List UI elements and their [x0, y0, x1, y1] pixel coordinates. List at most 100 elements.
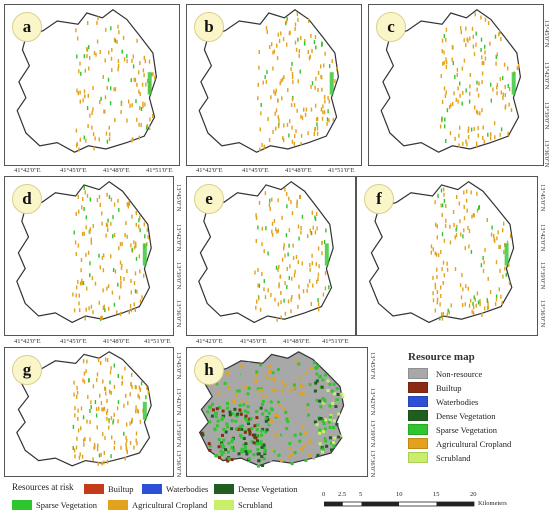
map-pixel — [225, 422, 229, 426]
map-pixel — [151, 72, 153, 77]
map-pixel — [101, 461, 103, 466]
map-pixel — [274, 433, 278, 437]
map-pixel — [76, 390, 79, 395]
map-pixel — [300, 114, 302, 119]
map-pixel — [215, 454, 219, 458]
map-pixel — [218, 406, 222, 409]
map-panel-f: f — [356, 176, 538, 336]
latitude-tick: 13°39'0"N — [369, 420, 376, 448]
map-pixel — [139, 106, 141, 111]
map-pixel — [508, 263, 510, 267]
map-pixel — [140, 123, 142, 128]
map-pixel — [248, 450, 252, 454]
map-pixel — [284, 410, 288, 414]
map-pixel — [259, 406, 263, 410]
map-pixel — [332, 419, 336, 423]
map-pixel — [298, 53, 300, 58]
map-pixel — [113, 363, 115, 368]
map-panel-b: b — [186, 4, 362, 166]
map-pixel — [121, 381, 123, 386]
map-pixel — [107, 227, 109, 232]
map-pixel — [456, 67, 459, 72]
map-pixel — [83, 207, 85, 211]
region-map — [16, 180, 152, 324]
map-pixel — [324, 271, 327, 276]
map-pixel — [437, 193, 439, 198]
map-pixel — [308, 440, 312, 444]
latitude-tick: 13°45'0"N — [543, 20, 550, 48]
map-pixel — [292, 383, 296, 387]
map-pixel — [119, 242, 122, 247]
map-pixel — [277, 400, 281, 404]
map-pixel — [321, 397, 325, 401]
map-pixel — [260, 103, 262, 107]
map-pixel — [317, 246, 320, 251]
map-pixel — [471, 26, 474, 31]
map-pixel — [131, 103, 133, 108]
map-pixel — [316, 122, 318, 127]
map-pixel — [82, 359, 85, 364]
map-pixel — [255, 410, 259, 414]
map-pixel — [237, 367, 241, 371]
map-pixel — [247, 386, 251, 390]
map-pixel — [84, 190, 86, 195]
map-pixel — [453, 91, 455, 96]
map-pixel — [498, 287, 500, 292]
scale-tick: 15 — [433, 491, 440, 498]
map-pixel — [92, 384, 95, 389]
map-pixel — [287, 252, 289, 257]
map-pixel — [254, 270, 256, 275]
legend-label: Agricultural Cropland — [436, 438, 512, 449]
map-pixel — [143, 55, 145, 60]
map-pixel — [248, 376, 252, 380]
map-pixel — [208, 420, 212, 424]
map-pixel — [495, 61, 497, 66]
map-pixel — [293, 141, 296, 146]
map-pixel — [284, 360, 288, 364]
map-pixel — [487, 132, 489, 137]
map-pixel — [296, 448, 300, 451]
map-pixel — [102, 268, 105, 273]
map-pixel — [87, 395, 89, 399]
map-pixel — [86, 106, 89, 110]
legend-label: Waterbodies — [166, 483, 209, 494]
map-pixel — [445, 204, 447, 208]
map-pixel — [499, 30, 501, 35]
map-pixel — [496, 52, 498, 57]
resource-legend-item: Non-resource — [408, 368, 482, 379]
map-pixel — [476, 87, 478, 92]
map-pixel — [208, 444, 212, 448]
map-pixel — [75, 293, 77, 298]
map-pixel — [96, 20, 98, 25]
map-pixel — [264, 409, 268, 412]
map-pixel — [337, 412, 341, 416]
map-pixel — [430, 244, 433, 249]
map-pixel — [481, 108, 483, 113]
map-pixel — [434, 285, 437, 290]
map-pixel — [310, 33, 312, 38]
map-pixel — [283, 138, 285, 143]
map-pixel — [312, 456, 316, 460]
map-pixel — [434, 282, 436, 287]
map-pixel — [152, 72, 154, 77]
map-pixel — [283, 386, 287, 390]
map-pixel — [311, 49, 313, 53]
map-pixel — [109, 101, 112, 106]
map-pixel — [92, 457, 94, 462]
map-pixel — [321, 450, 324, 454]
map-pixel — [286, 401, 290, 405]
map-pixel — [504, 84, 506, 89]
map-pixel — [300, 230, 302, 235]
map-pixel — [257, 283, 259, 288]
map-pixel — [283, 398, 287, 402]
map-pixel — [327, 420, 331, 424]
map-pixel — [482, 256, 484, 260]
map-pixel — [151, 114, 154, 118]
latitude-tick: 13°42'0"N — [175, 388, 182, 416]
map-pixel — [79, 137, 81, 142]
map-pixel — [268, 370, 271, 374]
map-pixel — [82, 98, 84, 103]
map-pixel — [230, 419, 234, 423]
legend-label: Dense Vegetation — [436, 410, 496, 421]
map-pixel — [463, 38, 465, 43]
